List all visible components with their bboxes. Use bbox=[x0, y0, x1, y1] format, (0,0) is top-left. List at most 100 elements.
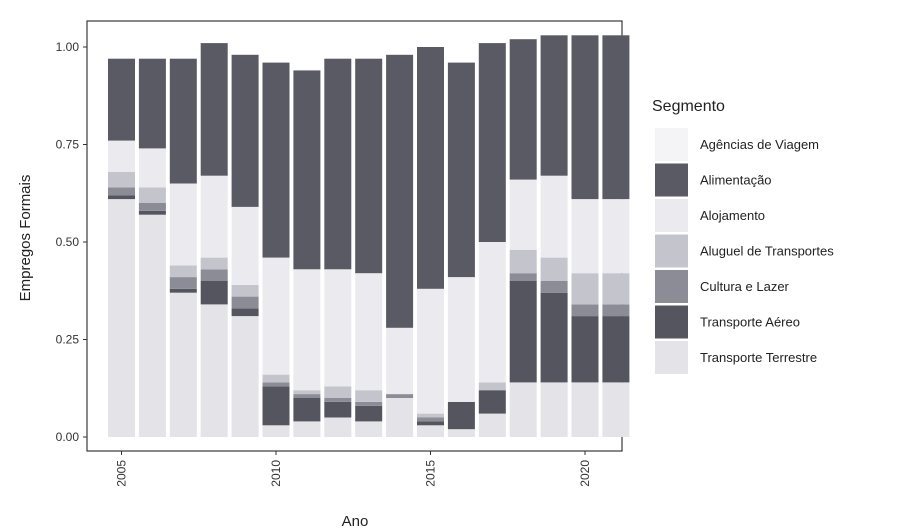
bar-segment-2012-0 bbox=[324, 417, 352, 437]
bar-segment-2005-1 bbox=[108, 195, 135, 200]
bar-segment-2020-1 bbox=[571, 316, 599, 383]
y-tick-label: 1.00 bbox=[56, 40, 80, 54]
legend-label: Cultura e Lazer bbox=[700, 279, 790, 294]
bar-segment-2008-0 bbox=[200, 304, 228, 437]
bar-segment-2021-3 bbox=[602, 273, 630, 305]
bar-segment-2014-5 bbox=[386, 54, 414, 328]
legend-swatch bbox=[655, 270, 688, 303]
bar-segment-2015-3 bbox=[417, 413, 444, 418]
y-axis-title: Empregos Formais bbox=[17, 175, 34, 302]
bar-segment-2012-1 bbox=[324, 401, 352, 418]
bar-segment-2011-0 bbox=[293, 421, 321, 437]
legend-label: Transporte Aéreo bbox=[700, 315, 800, 330]
bar-segment-2015-2 bbox=[417, 417, 444, 422]
bar-segment-2006-1 bbox=[138, 210, 166, 215]
bar-segment-2017-4 bbox=[478, 242, 506, 383]
bar-segment-2015-5 bbox=[417, 47, 444, 289]
bar-segment-2016-5 bbox=[447, 62, 475, 278]
bar-segment-2018-4 bbox=[509, 179, 537, 250]
bar-segment-2019-4 bbox=[540, 175, 568, 258]
bar-segment-2020-5 bbox=[571, 35, 599, 200]
bar-segment-2021-2 bbox=[602, 304, 630, 317]
legend-label: Transporte Terrestre bbox=[700, 350, 817, 365]
bar-segment-2006-3 bbox=[138, 187, 166, 203]
bar-segment-2021-0 bbox=[602, 382, 630, 437]
bar-segment-2019-3 bbox=[540, 257, 568, 281]
bar-segment-2019-0 bbox=[540, 382, 568, 437]
legend-label: Alimentação bbox=[700, 173, 772, 188]
bar-segment-2006-4 bbox=[138, 148, 166, 188]
bar-segment-2007-3 bbox=[169, 265, 197, 278]
bar-segment-2019-2 bbox=[540, 281, 568, 293]
bar-segment-2020-4 bbox=[571, 199, 599, 274]
bar-segment-2020-3 bbox=[571, 273, 599, 305]
bar-segment-2013-1 bbox=[355, 405, 383, 422]
legend-title: Segmento bbox=[652, 98, 725, 115]
bar-segment-2005-0 bbox=[108, 199, 135, 437]
bar-segment-2021-5 bbox=[602, 35, 630, 200]
bar-segment-2016-1 bbox=[447, 401, 475, 430]
bar-segment-2018-0 bbox=[509, 382, 537, 437]
x-tick-label: 2015 bbox=[424, 460, 438, 487]
bar-segment-2009-3 bbox=[231, 284, 259, 297]
y-tick-label: 0.00 bbox=[56, 430, 80, 444]
bar-segment-2011-2 bbox=[293, 394, 321, 398]
bar-segment-2008-4 bbox=[200, 175, 228, 258]
x-axis: 2005 2010 2015 2020 bbox=[115, 451, 592, 487]
bar-segment-2018-3 bbox=[509, 249, 537, 274]
y-axis: 0.00 0.25 0.50 0.75 1.00 bbox=[56, 40, 87, 444]
bar-segment-2008-3 bbox=[200, 257, 228, 270]
y-tick-label: 0.25 bbox=[56, 333, 80, 347]
bar-segment-2013-3 bbox=[355, 390, 383, 402]
bar-segment-2013-5 bbox=[355, 58, 383, 274]
bar-segment-2009-2 bbox=[231, 296, 259, 309]
bar-segment-2018-1 bbox=[509, 281, 537, 383]
bar-segment-2016-0 bbox=[447, 429, 475, 437]
bar-segment-2010-0 bbox=[262, 425, 290, 437]
bar-segment-2011-3 bbox=[293, 390, 321, 395]
legend-swatch bbox=[655, 128, 688, 161]
bar-segment-2019-1 bbox=[540, 292, 568, 383]
bar-segment-2018-5 bbox=[509, 39, 537, 180]
bar-segment-2010-4 bbox=[262, 257, 290, 375]
bar-segment-2011-4 bbox=[293, 269, 321, 391]
bar-segment-2005-2 bbox=[108, 187, 135, 196]
bar-segment-2017-1 bbox=[478, 390, 506, 414]
bar-segment-2012-4 bbox=[324, 269, 352, 387]
y-tick-label: 0.75 bbox=[56, 138, 80, 152]
bar-segment-2007-4 bbox=[169, 183, 197, 266]
bar-segment-2020-2 bbox=[571, 304, 599, 317]
bar-segment-2009-5 bbox=[231, 54, 259, 207]
bar-segment-2013-4 bbox=[355, 273, 383, 391]
x-tick-label: 2010 bbox=[269, 460, 283, 487]
bar-segment-2006-5 bbox=[138, 58, 166, 149]
bar-segment-2010-3 bbox=[262, 374, 290, 383]
bar-segment-2018-2 bbox=[509, 273, 537, 281]
bar-segment-2010-1 bbox=[262, 386, 290, 426]
bar-segment-2014-4 bbox=[386, 327, 414, 395]
bar-segment-2014-2 bbox=[386, 394, 414, 398]
bar-segment-2021-1 bbox=[602, 316, 630, 383]
bar-segment-2017-3 bbox=[478, 382, 506, 391]
legend-swatch bbox=[655, 199, 688, 232]
bar-segment-2007-0 bbox=[169, 292, 197, 437]
bar-segment-2017-5 bbox=[478, 43, 506, 242]
bar-segment-2009-1 bbox=[231, 308, 259, 317]
legend-label: Agências de Viagem bbox=[700, 137, 819, 152]
bar-segment-2010-2 bbox=[262, 382, 290, 387]
bar-segment-2021-4 bbox=[602, 199, 630, 274]
bar-segment-2015-1 bbox=[417, 421, 444, 426]
bar-segment-2019-5 bbox=[540, 35, 568, 176]
bar-segment-2008-1 bbox=[200, 281, 228, 305]
y-tick-label: 0.50 bbox=[56, 235, 80, 249]
bar-segment-2009-4 bbox=[231, 206, 259, 285]
bar-segment-2005-3 bbox=[108, 171, 135, 188]
bar-segment-2012-2 bbox=[324, 398, 352, 402]
bar-segment-2009-0 bbox=[231, 316, 259, 437]
bar-segment-2006-2 bbox=[138, 203, 166, 211]
bar-segment-2010-5 bbox=[262, 62, 290, 258]
bar-segment-2005-5 bbox=[108, 58, 135, 141]
legend: Segmento Agências de Viagem Alimentação Al… bbox=[652, 98, 834, 374]
x-tick-label: 2005 bbox=[115, 460, 129, 487]
